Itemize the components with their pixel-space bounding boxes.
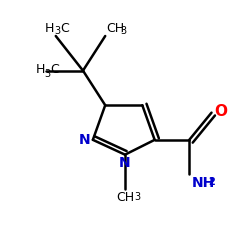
Text: CH: CH xyxy=(106,22,124,35)
Text: 3: 3 xyxy=(45,68,51,78)
Text: C: C xyxy=(60,22,69,35)
Text: N: N xyxy=(119,156,131,170)
Text: 3: 3 xyxy=(54,26,61,36)
Text: N: N xyxy=(78,133,90,147)
Text: H: H xyxy=(45,22,54,35)
Text: 3: 3 xyxy=(120,26,126,36)
Text: NH: NH xyxy=(192,176,215,190)
Text: C: C xyxy=(50,63,59,76)
Text: H: H xyxy=(35,63,45,76)
Text: 2: 2 xyxy=(208,178,215,188)
Text: O: O xyxy=(214,104,227,119)
Text: 3: 3 xyxy=(134,192,140,202)
Text: CH: CH xyxy=(116,190,134,203)
